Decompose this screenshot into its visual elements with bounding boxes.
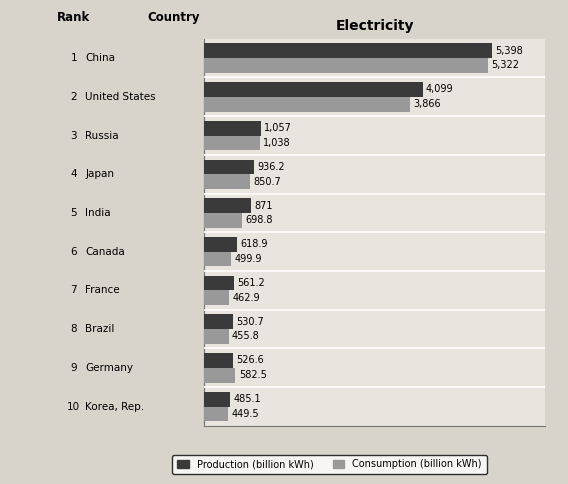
Text: Russia: Russia [85,131,119,140]
Text: 936.2: 936.2 [257,162,285,172]
Bar [204,237,237,252]
Bar [204,198,251,213]
Text: 449.5: 449.5 [232,409,259,419]
Text: 3,866: 3,866 [414,99,441,109]
Bar [204,58,488,73]
Text: 698.8: 698.8 [245,215,273,226]
Bar [204,329,229,344]
Text: 561.2: 561.2 [237,278,265,288]
Text: 462.9: 462.9 [232,293,260,303]
Bar [204,82,423,97]
Text: 455.8: 455.8 [232,332,260,342]
Text: 4: 4 [70,169,77,179]
Text: 5,398: 5,398 [495,45,523,56]
Bar [204,315,233,329]
Bar [204,368,236,382]
Legend: Production (billion kWh), Consumption (billion kWh): Production (billion kWh), Consumption (b… [172,454,487,474]
Text: 1: 1 [70,53,77,63]
Text: 9: 9 [70,363,77,373]
Text: Rank: Rank [57,11,90,24]
Bar [204,290,229,305]
Bar [204,392,230,407]
Text: 871: 871 [254,200,273,211]
Text: 530.7: 530.7 [236,317,264,327]
Text: 2: 2 [70,92,77,102]
Text: 8: 8 [70,324,77,334]
Bar [204,252,231,266]
Text: 526.6: 526.6 [236,355,264,365]
Text: 850.7: 850.7 [253,177,281,187]
Bar [204,97,410,111]
Title: Electricity: Electricity [336,19,414,33]
Bar [204,121,261,136]
Text: 618.9: 618.9 [241,239,268,249]
Text: 4,099: 4,099 [426,84,454,94]
Text: 499.9: 499.9 [234,254,262,264]
Text: 7: 7 [70,286,77,295]
Text: 3: 3 [70,131,77,140]
Bar [204,407,228,421]
Text: Korea, Rep.: Korea, Rep. [85,402,144,411]
Text: India: India [85,208,111,218]
Text: 5: 5 [70,208,77,218]
Text: Canada: Canada [85,247,125,257]
Text: United States: United States [85,92,156,102]
Text: 6: 6 [70,247,77,257]
Text: Germany: Germany [85,363,133,373]
Text: 10: 10 [67,402,81,411]
Text: China: China [85,53,115,63]
Text: 1,038: 1,038 [263,138,291,148]
Bar [204,136,260,150]
Text: 582.5: 582.5 [239,370,266,380]
Bar [204,174,250,189]
Text: Brazil: Brazil [85,324,115,334]
Bar [204,353,232,368]
Bar [204,44,492,58]
Text: Japan: Japan [85,169,114,179]
Text: 485.1: 485.1 [233,394,261,404]
Bar [204,213,242,227]
Bar [204,160,254,174]
Text: Country: Country [148,11,200,24]
Text: France: France [85,286,120,295]
Text: 1,057: 1,057 [264,123,292,133]
Text: 5,322: 5,322 [491,60,519,71]
Bar [204,276,235,290]
